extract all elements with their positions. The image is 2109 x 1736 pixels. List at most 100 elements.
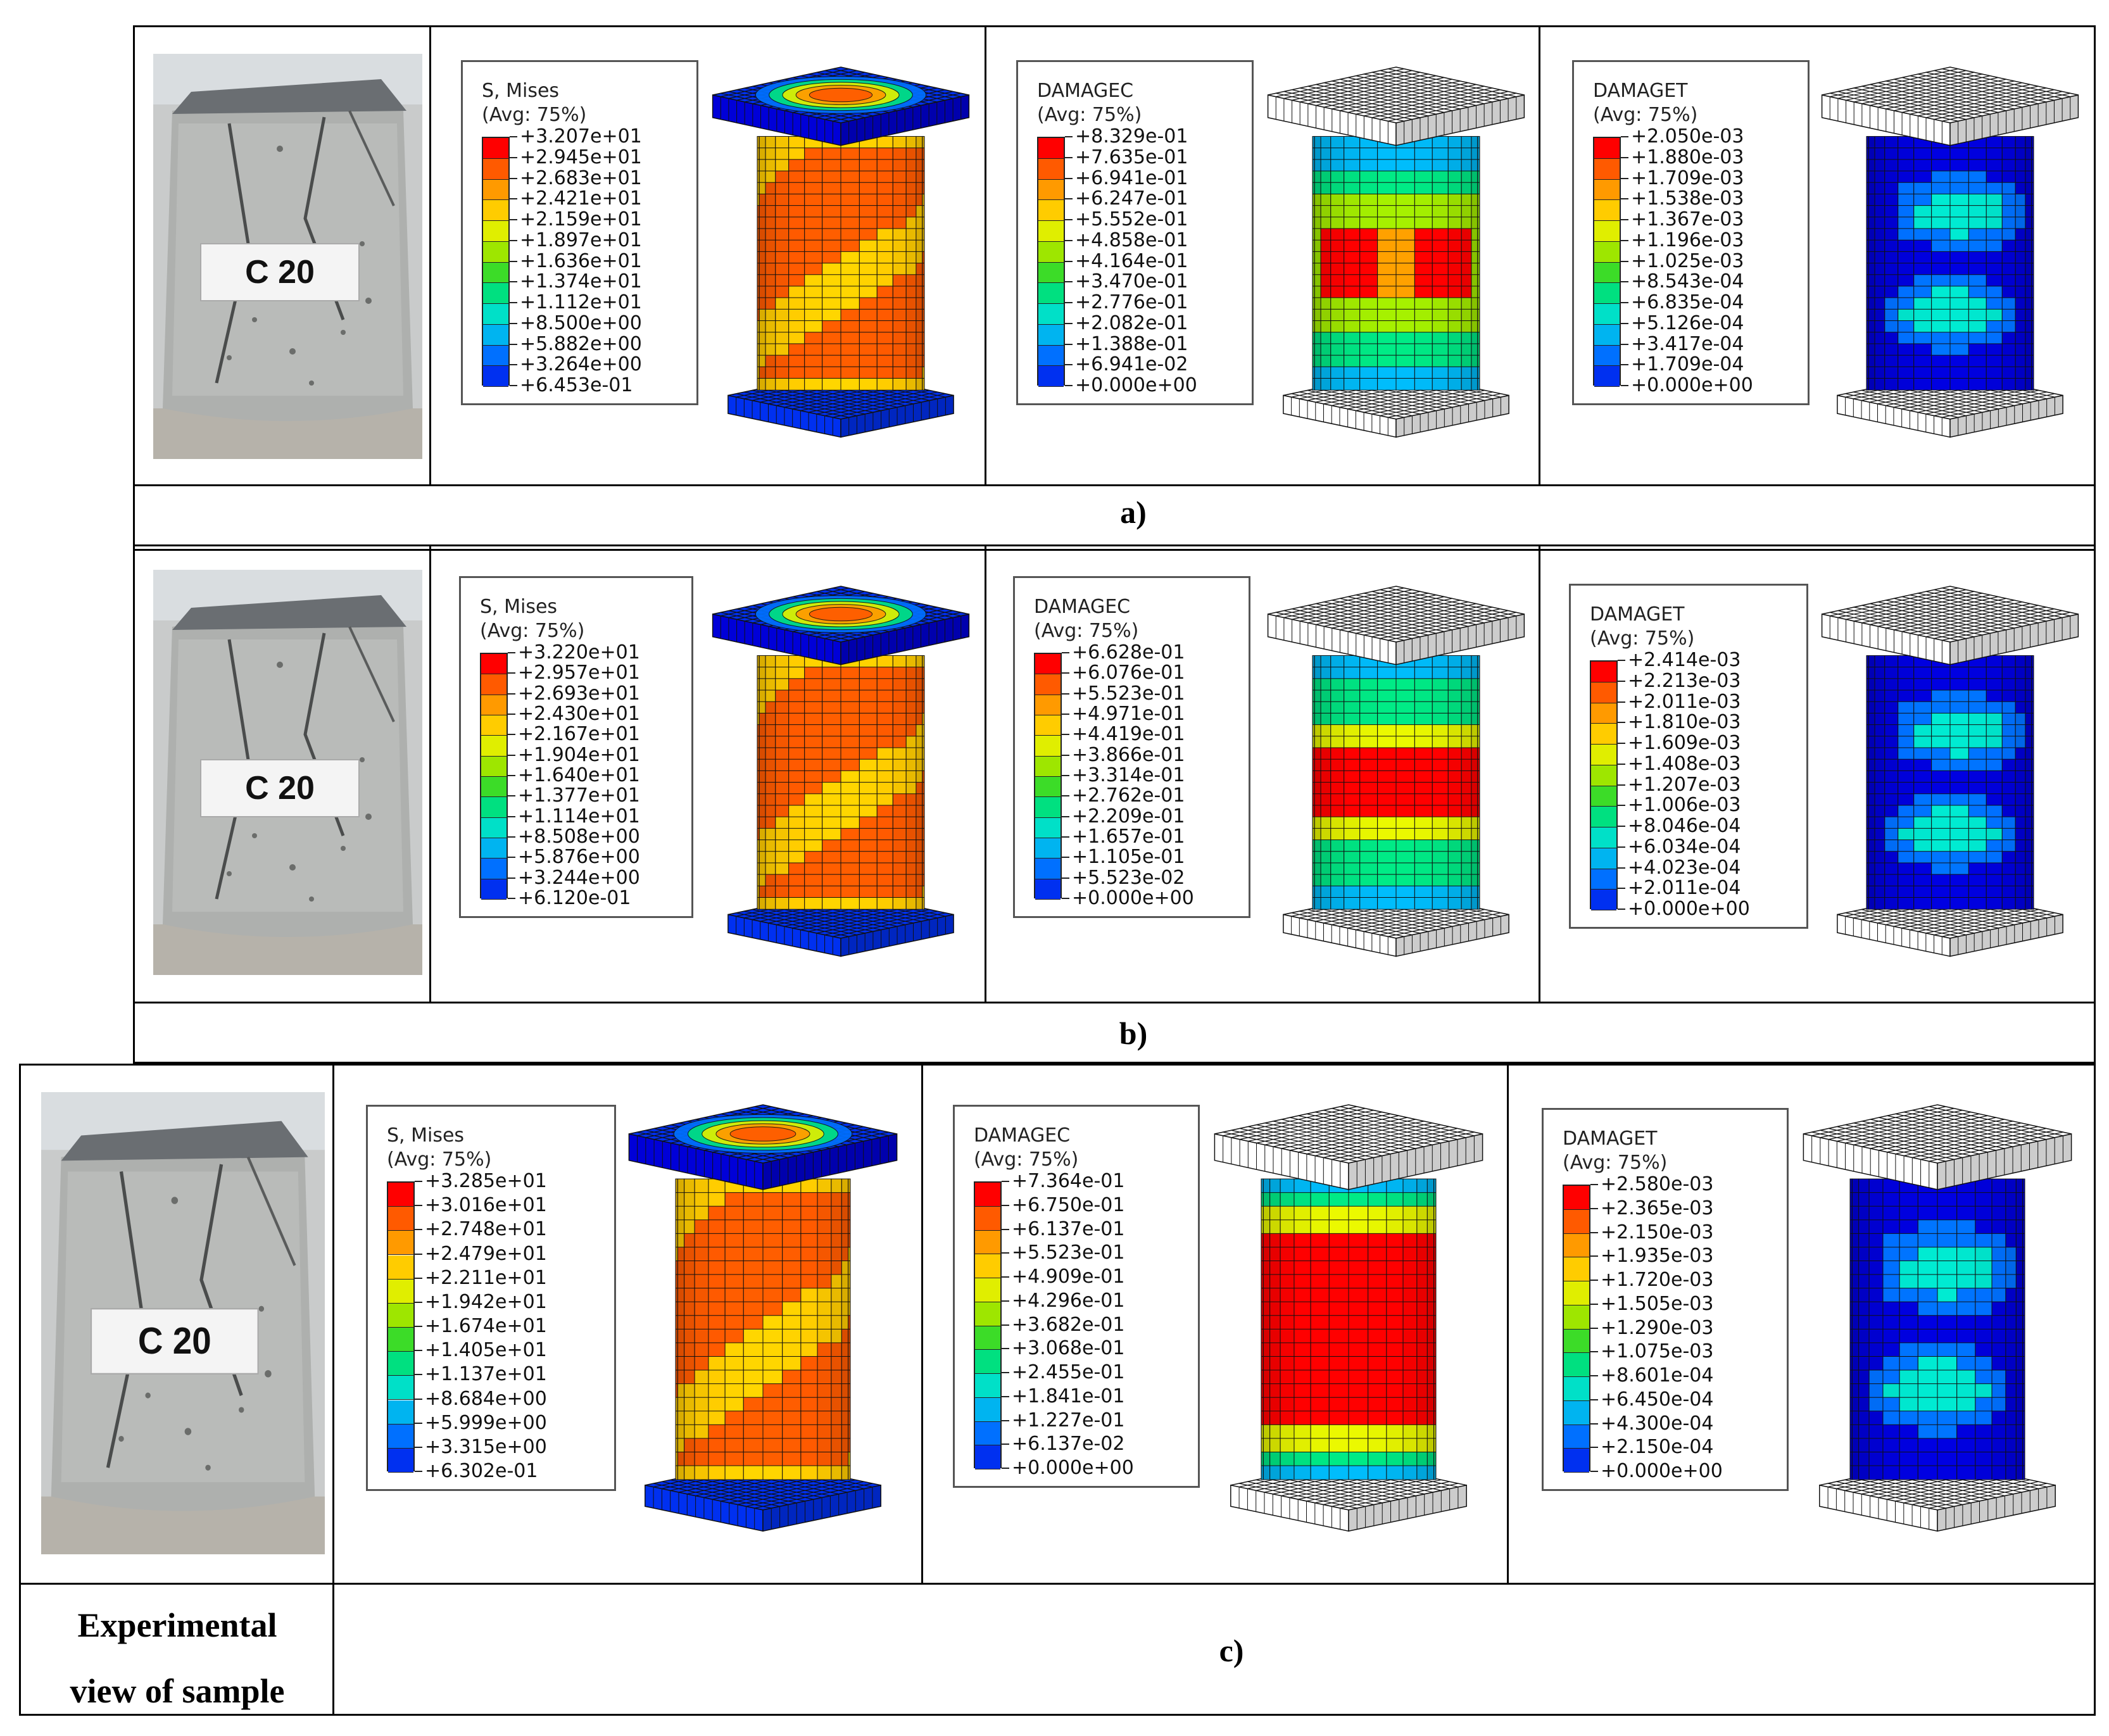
specimen-photo-a: C 20: [153, 54, 422, 459]
row-header-line1: Experimental: [77, 1606, 277, 1644]
legend-swatch: [1038, 138, 1064, 159]
legend-swatch: [1564, 1377, 1589, 1401]
row-b-frame: [133, 544, 2096, 1064]
fe-model-damaget-b: [1821, 586, 2079, 957]
legend-tick: [510, 385, 517, 386]
specimen-photo-c: C 20: [41, 1092, 325, 1554]
legend-value: +2.776e-01: [1075, 291, 1188, 313]
legend-tick: [510, 343, 517, 345]
legend-value: +4.023e-04: [1628, 856, 1741, 879]
legend-swatch: [483, 262, 508, 284]
legend-avg: (Avg: 75%): [974, 1148, 1079, 1171]
legend-value: +1.025e-03: [1631, 249, 1744, 272]
legend-value: +1.374e+01: [520, 270, 642, 293]
legend-colorbar: [1037, 137, 1065, 387]
legend-swatch: [975, 1302, 1000, 1326]
legend-value: +1.290e-03: [1601, 1316, 1714, 1339]
legend-value: +2.945e+01: [520, 146, 642, 168]
legend-swatch: [1038, 200, 1064, 221]
legend-value: +5.523e-01: [1072, 682, 1185, 705]
legend-value: +1.880e-03: [1631, 146, 1744, 168]
legend-swatch: [481, 817, 507, 838]
legend-tick: [1618, 722, 1625, 724]
legend-value: +1.904e+01: [518, 743, 640, 766]
legend-tick: [1590, 1471, 1598, 1472]
legend-value: +1.227e-01: [1012, 1409, 1125, 1431]
row-header-line2: view of sample: [70, 1672, 285, 1710]
legend-tick: [1002, 1324, 1009, 1326]
legend-value: +3.068e-01: [1012, 1337, 1125, 1360]
legend-swatch: [975, 1421, 1000, 1446]
legend-swatch: [481, 797, 507, 818]
legend-value: +5.999e+00: [425, 1411, 547, 1434]
legend-value: +1.810e-03: [1628, 711, 1741, 734]
legend-swatch: [1038, 324, 1064, 346]
legend-value: +3.285e+01: [425, 1170, 547, 1192]
top-plate: [1267, 66, 1525, 146]
legend-value: +2.748e+01: [425, 1218, 547, 1241]
legend-value: +6.750e-01: [1012, 1193, 1125, 1216]
legend-value: +2.167e+01: [518, 723, 640, 746]
legend-swatch: [483, 304, 508, 325]
legend-value: +2.693e+01: [518, 682, 640, 705]
legend-value: +1.137e+01: [425, 1363, 547, 1386]
legend-value: +2.365e-03: [1601, 1197, 1714, 1219]
legend-swatch: [1591, 786, 1616, 807]
legend-value: +3.866e-01: [1072, 743, 1185, 766]
legend-tick: [508, 693, 515, 695]
legend-value: +6.302e-01: [425, 1460, 538, 1482]
legend-tick: [415, 1229, 422, 1231]
legend-swatch: [388, 1424, 413, 1449]
legend-swatch: [481, 715, 507, 736]
legend-value: +0.000e+00: [1628, 898, 1750, 920]
legend-value: +4.971e-01: [1072, 703, 1185, 725]
legend-value: +1.709e-03: [1631, 167, 1744, 189]
legend-value: +2.209e-01: [1072, 805, 1185, 827]
legend-tick: [415, 1277, 422, 1279]
legend-swatch: [1594, 179, 1620, 201]
legend-value: +3.244e+00: [518, 866, 640, 889]
legend-tick: [1621, 302, 1628, 303]
legend-value: +8.543e-04: [1631, 270, 1744, 293]
legend-swatch: [483, 158, 508, 180]
legend-tick: [1621, 343, 1628, 345]
legend-value: +6.941e-02: [1075, 353, 1188, 376]
legend-value: +0.000e+00: [1072, 887, 1194, 909]
legend-colorbar: [1563, 1185, 1590, 1473]
legend-value: +0.000e+00: [1631, 374, 1753, 396]
legend-tick: [510, 302, 517, 303]
legend-tick: [510, 219, 517, 220]
legend-tick: [510, 156, 517, 158]
row-c-frame: [19, 1064, 2096, 1716]
legend-tick: [415, 1471, 422, 1472]
legend-value: +2.011e-04: [1628, 877, 1741, 900]
legend-tick: [1062, 836, 1069, 838]
legend-value: +3.207e+01: [520, 125, 642, 148]
legend-value: +4.296e-01: [1012, 1289, 1125, 1312]
legend-value: +1.105e-01: [1072, 846, 1185, 869]
legend-avg: (Avg: 75%): [1037, 104, 1142, 126]
row-c-col0: [332, 1064, 334, 1716]
legend-value: +5.126e-04: [1631, 311, 1744, 334]
legend-tick: [1065, 260, 1073, 262]
legend-value: +2.159e+01: [520, 208, 642, 230]
legend-swatch: [1591, 827, 1616, 848]
legend-tick: [1002, 1228, 1009, 1230]
legend-tick: [1590, 1327, 1598, 1329]
legend-swatch: [1591, 765, 1616, 786]
legend-value: +6.835e-04: [1631, 291, 1744, 313]
legend-tick: [1062, 734, 1069, 736]
legend-tick: [508, 857, 515, 859]
legend-swatch: [1564, 1329, 1589, 1354]
row-a-divider: [133, 484, 2096, 486]
legend-value: +2.479e+01: [425, 1242, 547, 1265]
legend-tick: [415, 1181, 422, 1182]
legend-damagec-a: DAMAGEC (Avg: 75%) +8.329e-01 +7.635e-01 +6.…: [1016, 60, 1254, 405]
legend-tick: [1002, 1276, 1009, 1278]
legend-value: +6.453e-01: [520, 374, 633, 396]
legend-tick: [1590, 1280, 1598, 1281]
top-plate: [628, 1104, 898, 1190]
legend-tick: [508, 672, 515, 674]
legend-value: +1.935e-03: [1601, 1245, 1714, 1267]
legend-value: +8.601e-04: [1601, 1364, 1714, 1387]
